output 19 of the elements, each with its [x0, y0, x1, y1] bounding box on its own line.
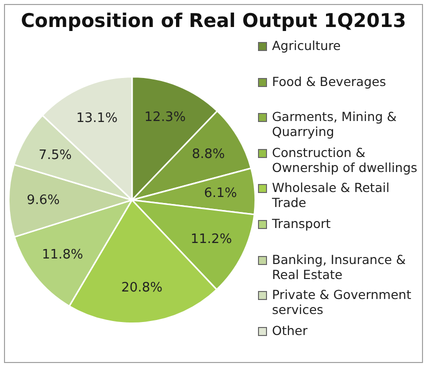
data-label: 20.8% [121, 280, 163, 296]
data-label: 12.3% [144, 110, 186, 126]
data-label: 11.2% [190, 232, 232, 248]
legend-label: Construction & Ownership of dwellings [272, 144, 418, 175]
data-label: 8.8% [192, 147, 225, 162]
legend-label: Garments, Mining & Quarrying [272, 109, 398, 140]
legend-label: Agriculture [272, 38, 341, 53]
chart-title: Composition of Real Output 1Q2013 [20, 10, 408, 32]
legend-label: Private & Government services [272, 287, 412, 318]
legend-label: Banking, Insurance & Real Estate [272, 252, 407, 282]
data-label: 11.8% [42, 248, 84, 263]
data-label: 9.6% [26, 192, 60, 208]
data-label: 6.1% [204, 186, 238, 202]
data-label: 13.1% [76, 110, 118, 126]
legend-label: Food & Beverages [272, 74, 386, 89]
legend-label: Wholesale & Retail Trade [272, 180, 390, 210]
legend-label: Transport [272, 216, 331, 231]
data-label: 7.5% [38, 148, 72, 163]
legend-label: Other [272, 322, 308, 338]
